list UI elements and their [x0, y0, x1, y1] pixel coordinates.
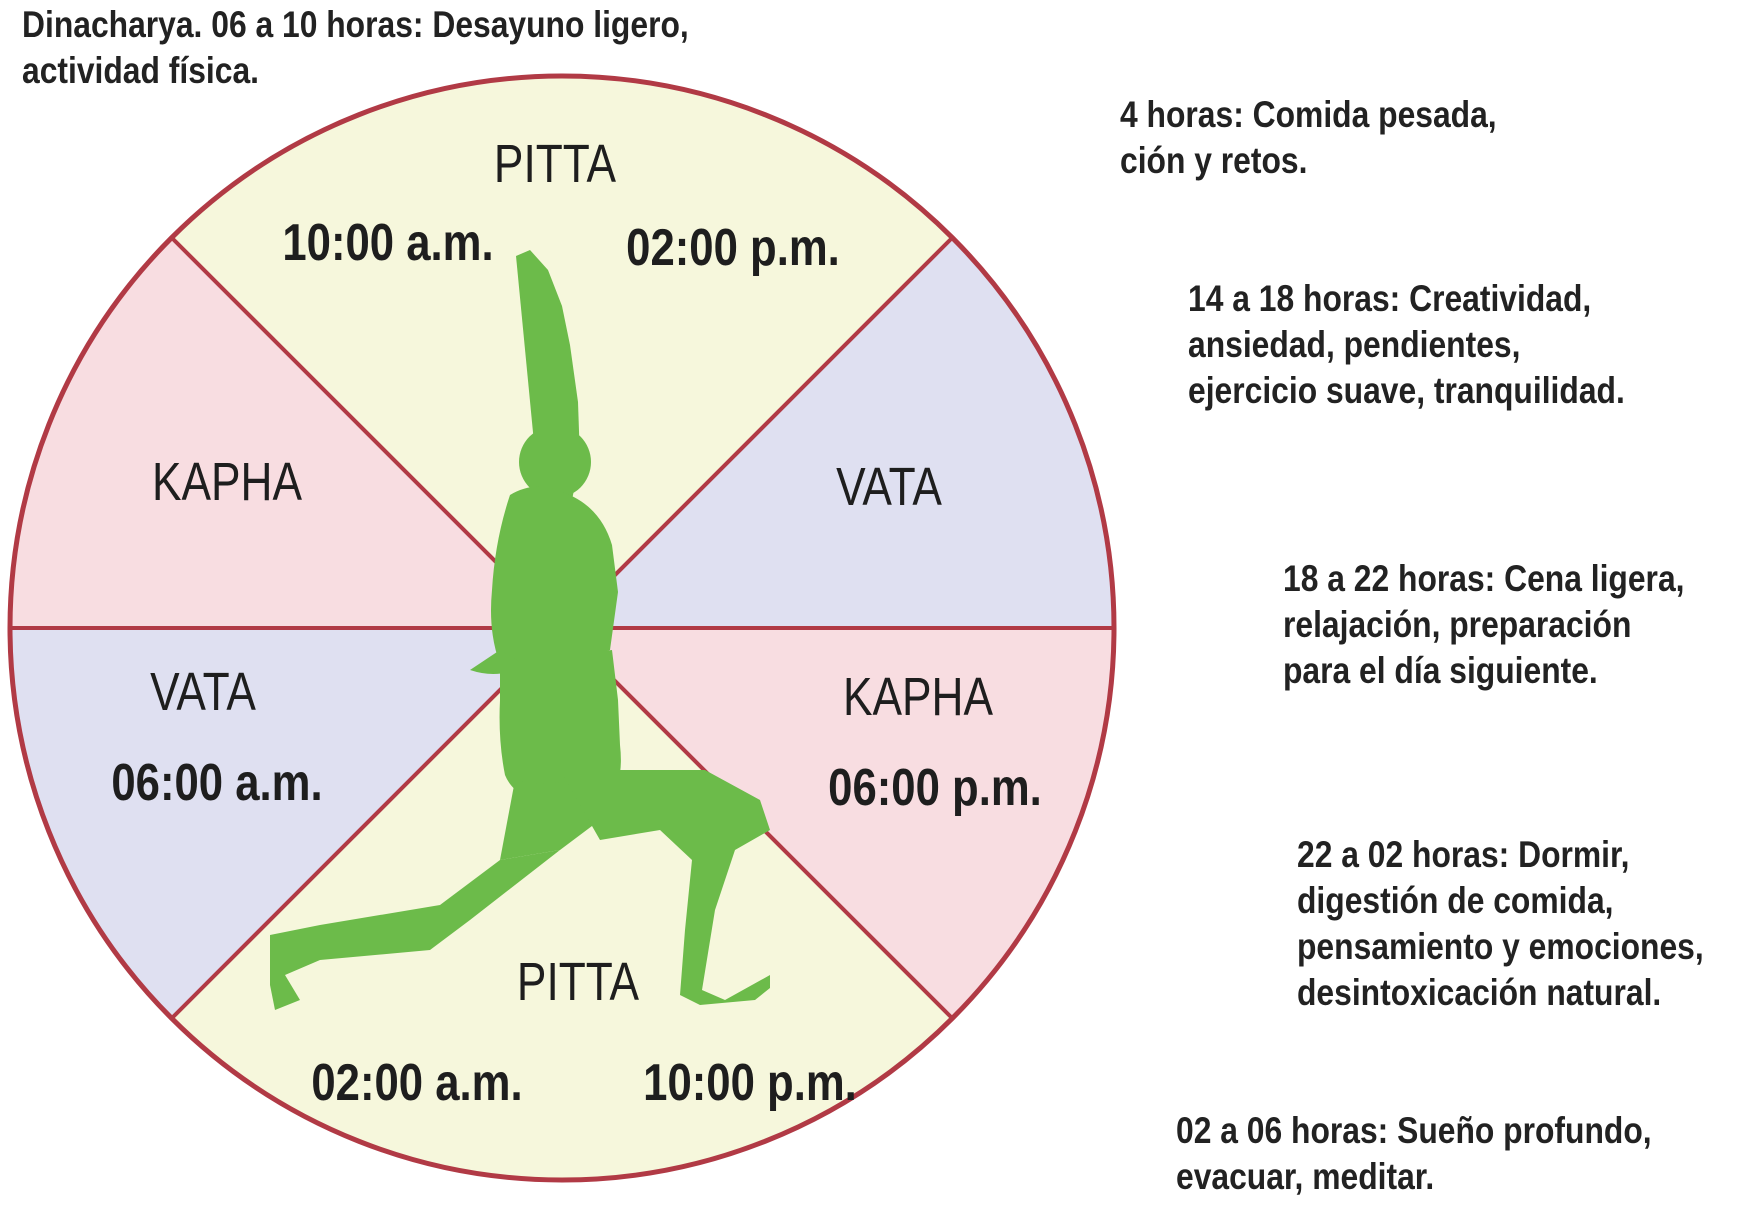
note-line: 14 a 18 horas: Creatividad,	[1188, 278, 1592, 319]
sector-vata-right	[562, 238, 1114, 628]
note-dinacharya-06-10: Dinacharya. 06 a 10 horas: Desayuno lige…	[22, 2, 689, 94]
note-line: pensamiento y emociones,	[1297, 926, 1704, 967]
note-line: relajación, preparación	[1283, 604, 1632, 645]
time-label-10am: 10:00 a.m.	[282, 215, 493, 272]
time-label-06am: 06:00 a.m.	[111, 755, 322, 812]
note-line: actividad física.	[22, 50, 259, 91]
note-line: para el día siguiente.	[1283, 650, 1598, 691]
note-22-02: 22 a 02 horas: Dormir, digestión de comi…	[1297, 832, 1704, 1016]
note-line: 18 a 22 horas: Cena ligera,	[1283, 558, 1685, 599]
time-label-06pm: 06:00 p.m.	[828, 760, 1042, 817]
time-label-02am: 02:00 a.m.	[311, 1055, 522, 1112]
note-02-06: 02 a 06 horas: Sueño profundo, evacuar, …	[1176, 1108, 1652, 1200]
sector-kapha-right	[562, 628, 1114, 1018]
dosha-label-vata-right: VATA	[836, 457, 942, 517]
sector-kapha-left	[10, 238, 562, 628]
sector-vata-left	[10, 628, 562, 1018]
time-label-10pm: 10:00 p.m.	[643, 1055, 857, 1112]
note-line: 22 a 02 horas: Dormir,	[1297, 834, 1630, 875]
dosha-label-pitta-top: PITTA	[494, 134, 616, 194]
note-14-18: 14 a 18 horas: Creatividad, ansiedad, pe…	[1188, 276, 1625, 414]
note-line: 02 a 06 horas: Sueño profundo,	[1176, 1110, 1652, 1151]
note-10-14: 4 horas: Comida pesada, ción y retos.	[1120, 92, 1497, 184]
wheel-outline	[7, 73, 1117, 1183]
note-18-22: 18 a 22 horas: Cena ligera, relajación, …	[1283, 556, 1684, 694]
note-line: Dinacharya. 06 a 10 horas: Desayuno lige…	[22, 4, 689, 45]
yoga-warrior-pose-silhouette-icon	[270, 250, 770, 1010]
note-line: ción y retos.	[1120, 140, 1308, 181]
note-line: 4 horas: Comida pesada,	[1120, 94, 1497, 135]
time-label-02pm: 02:00 p.m.	[626, 220, 840, 277]
sector-pitta-bottom	[172, 628, 952, 1180]
dosha-label-kapha-left: KAPHA	[152, 452, 302, 512]
note-line: digestión de comida,	[1297, 880, 1614, 921]
note-line: ansiedad, pendientes,	[1188, 324, 1521, 365]
dosha-label-vata-left: VATA	[150, 662, 256, 722]
note-line: ejercicio suave, tranquilidad.	[1188, 370, 1625, 411]
note-line: evacuar, meditar.	[1176, 1156, 1435, 1197]
note-line: desintoxicación natural.	[1297, 972, 1662, 1013]
dosha-label-kapha-right: KAPHA	[843, 667, 993, 727]
dosha-label-pitta-bottom: PITTA	[517, 952, 639, 1012]
